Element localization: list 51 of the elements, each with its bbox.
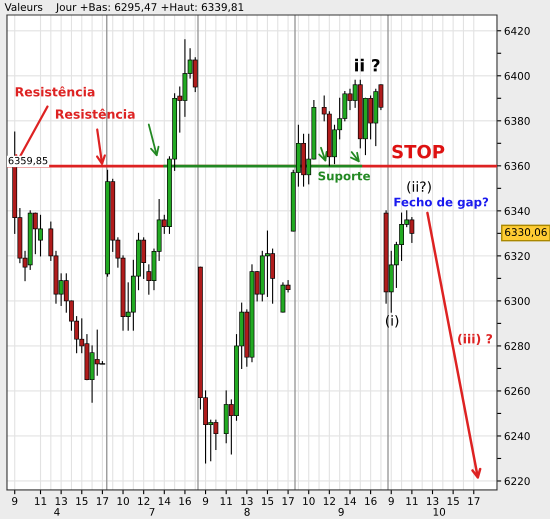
x-tick-label: 11: [35, 497, 46, 505]
text: 9: [338, 508, 344, 516]
y-tick-label: 6340: [504, 207, 530, 215]
x-tick-label: 11: [220, 497, 232, 505]
x-tick-label: 12: [324, 497, 335, 505]
x-tick-label: 17: [282, 497, 294, 505]
y-tick-label: 6380: [504, 117, 530, 125]
x-tick-label: 14: [344, 497, 356, 505]
x-tick-label: 17: [96, 497, 108, 505]
annotation: Resistência: [56, 108, 135, 119]
annotation: Resistência: [16, 86, 94, 97]
text: 10: [434, 508, 446, 516]
text: 8: [244, 508, 250, 516]
x-tick-label: 15: [448, 497, 459, 505]
x-tick-label: 15: [76, 497, 88, 505]
y-tick-label: 6280: [504, 342, 530, 350]
x-tick-label: 9: [388, 497, 394, 505]
text: 7: [150, 508, 154, 516]
annotation: (iii) ?: [458, 334, 492, 345]
y-tick-label: 6240: [504, 432, 530, 440]
x-tick-label: 11: [406, 497, 418, 505]
text: 4: [54, 508, 60, 516]
annotation: STOP: [392, 144, 444, 158]
x-tick-label: 12: [138, 497, 150, 505]
x-tick-label: 10: [303, 497, 315, 505]
annotation: Suporte: [318, 171, 370, 183]
y-tick-label: 6260: [504, 387, 530, 396]
text: 6330,06: [505, 228, 547, 238]
annotation: (ii?): [407, 181, 431, 194]
annotation: (i): [386, 315, 398, 328]
annotation: ii ?: [355, 58, 380, 72]
x-tick-label: 15: [262, 497, 274, 505]
chart-title: Valeurs Jour +Bas: 6295,47 +Haut: 6339,81: [4, 2, 244, 13]
x-tick-label: 16: [179, 497, 191, 505]
annotation: Fecho de gap?: [394, 197, 488, 209]
x-tick-label: 13: [427, 497, 438, 505]
x-tick-label: 13: [56, 497, 67, 505]
ref-line-label: 6359,85: [8, 156, 48, 166]
x-tick-label: 16: [365, 497, 377, 505]
y-tick-label: 6300: [504, 297, 530, 305]
y-tick-label: 6420: [504, 26, 530, 35]
y-tick-label: 6220: [504, 477, 530, 486]
x-tick-label: 10: [118, 497, 129, 505]
x-tick-label: 13: [241, 497, 253, 505]
x-tick-label: 9: [202, 497, 208, 505]
x-tick-label: 17: [468, 497, 480, 505]
x-tick-label: 9: [12, 497, 18, 505]
x-tick-label: 14: [158, 497, 170, 505]
y-tick-label: 6360: [504, 162, 530, 170]
y-tick-label: 6320: [504, 252, 530, 260]
y-tick-label: 6400: [504, 72, 530, 80]
